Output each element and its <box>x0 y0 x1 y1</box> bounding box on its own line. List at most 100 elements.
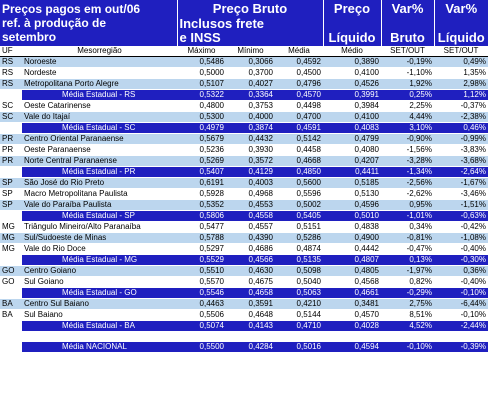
min-cell: 0,3753 <box>226 100 275 112</box>
col-maximo: Máximo <box>177 46 226 57</box>
var-liquido-cell: 1,12% <box>434 89 488 101</box>
var-liquido-cell: 0,36% <box>434 265 488 277</box>
liquido-cell: 0,4568 <box>323 276 381 288</box>
avg-cell: 0,4850 <box>275 166 323 178</box>
table-row: MG Sul/Sudoeste de Minas 0,5788 0,4390 0,528… <box>0 232 488 244</box>
min-cell: 0,4143 <box>226 320 275 332</box>
min-cell: 0,4003 <box>226 177 275 189</box>
max-cell: 0,5570 <box>177 276 226 288</box>
national-average-row: Média NACIONAL 0,5500 0,4284 0,5016 0,45… <box>0 342 488 353</box>
liquido-cell: 0,3890 <box>323 56 381 68</box>
col-media: Média <box>275 46 323 57</box>
var-bruto-cell: -1,10% <box>381 67 434 79</box>
national-avg: 0,5016 <box>275 342 323 353</box>
max-cell: 0,5928 <box>177 188 226 200</box>
header-bruto-line3: e INSS <box>176 31 323 46</box>
col-medio: Médio <box>323 46 381 57</box>
liquido-cell: 0,4411 <box>323 166 381 178</box>
col-uf: UF <box>0 46 22 57</box>
mesorregiao-cell: Sul/Sudoeste de Minas <box>22 232 177 244</box>
liquido-cell: 0,4100 <box>323 111 381 123</box>
header-bruto-line1: Preço Bruto <box>176 0 323 17</box>
uf-cell <box>0 89 22 101</box>
table-row: MG Triângulo Mineiro/Alto Paranaíba 0,5477… <box>0 221 488 233</box>
avg-cell: 0,5144 <box>275 309 323 321</box>
table-row: MG Vale do Rio Doce 0,5297 0,4686 0,4874 0,44… <box>0 243 488 255</box>
liquido-cell: 0,3984 <box>323 100 381 112</box>
var-bruto-cell: -0,81% <box>381 232 434 244</box>
avg-cell: 0,4570 <box>275 89 323 101</box>
mesorregiao-cell: Centro Sul Baiano <box>22 298 177 310</box>
table-row: SP São José do Rio Preto 0,6191 0,4003 0,560… <box>0 177 488 189</box>
max-cell: 0,4463 <box>177 298 226 310</box>
min-cell: 0,4675 <box>226 276 275 288</box>
table-row: GO Sul Goiano 0,5570 0,4675 0,5040 0,4568 0,82… <box>0 276 488 288</box>
state-average-row: Média Estadual - PR 0,5407 0,4129 0,4850 0,4… <box>0 166 488 178</box>
max-cell: 0,5297 <box>177 243 226 255</box>
avg-cell: 0,5063 <box>275 287 323 299</box>
max-cell: 0,5000 <box>177 67 226 79</box>
avg-cell: 0,5098 <box>275 265 323 277</box>
table-row: SP Vale do Paraíba Paulista 0,5352 0,4553 0,… <box>0 199 488 211</box>
var-liquido-cell: -2,44% <box>434 320 488 332</box>
header-title-line3: setembro <box>2 31 57 44</box>
uf-cell: PR <box>0 133 22 145</box>
liquido-cell: 0,5185 <box>323 177 381 189</box>
var-liquido-cell: -1,67% <box>434 177 488 189</box>
var-bruto-cell: 3,10% <box>381 122 434 134</box>
uf-cell <box>0 210 22 222</box>
var-bruto-cell: -0,47% <box>381 243 434 255</box>
header-bruto-line2: Inclusos frete <box>176 17 323 31</box>
header-title-line1: Preços pagos em out/06 <box>2 2 141 16</box>
uf-cell <box>0 166 22 178</box>
avg-cell: 0,4668 <box>275 155 323 167</box>
uf-cell: GO <box>0 276 22 288</box>
max-cell: 0,6191 <box>177 177 226 189</box>
min-cell: 0,4648 <box>226 309 275 321</box>
uf-cell: SC <box>0 111 22 123</box>
liquido-cell: 0,4100 <box>323 67 381 79</box>
var-liquido-cell: -0,10% <box>434 309 488 321</box>
min-cell: 0,4630 <box>226 265 275 277</box>
min-cell: 0,3572 <box>226 155 275 167</box>
uf-cell: GO <box>0 265 22 277</box>
national-max: 0,5500 <box>177 342 226 353</box>
avg-cell: 0,4498 <box>275 100 323 112</box>
var-liquido-cell: -0,10% <box>434 287 488 299</box>
avg-cell: 0,4591 <box>275 122 323 134</box>
national-label: Média NACIONAL <box>22 342 177 353</box>
mesorregiao-cell: São José do Rio Preto <box>22 177 177 189</box>
national-var-bruto: -0,10% <box>381 342 434 353</box>
liquido-cell: 0,4080 <box>323 144 381 156</box>
max-cell: 0,5486 <box>177 56 226 68</box>
price-table-container: Preços pagos em out/06 Preço Bruto Preço… <box>0 0 488 353</box>
var-bruto-cell: 0,13% <box>381 254 434 266</box>
max-cell: 0,4800 <box>177 100 226 112</box>
mesorregiao-cell: Média Estadual - SC <box>22 122 177 134</box>
var-liquido-cell: -2,64% <box>434 166 488 178</box>
max-cell: 0,5546 <box>177 287 226 299</box>
mesorregiao-cell: Vale do Paraíba Paulista <box>22 199 177 211</box>
uf-cell: RS <box>0 78 22 90</box>
column-header-row: UF Mesorregião Máximo Mínimo Média Médio… <box>0 46 488 57</box>
max-cell: 0,5407 <box>177 166 226 178</box>
avg-cell: 0,5142 <box>275 133 323 145</box>
min-cell: 0,4000 <box>226 111 275 123</box>
min-cell: 0,3591 <box>226 298 275 310</box>
avg-cell: 0,4210 <box>275 298 323 310</box>
uf-cell <box>0 254 22 266</box>
avg-cell: 0,4592 <box>275 56 323 68</box>
table-row: PR Norte Central Paranaense 0,5269 0,3572 0,… <box>0 155 488 167</box>
avg-cell: 0,5002 <box>275 199 323 211</box>
avg-cell: 0,5405 <box>275 210 323 222</box>
avg-cell: 0,4874 <box>275 243 323 255</box>
mesorregiao-cell: Noroeste <box>22 56 177 68</box>
min-cell: 0,4027 <box>226 78 275 90</box>
mesorregiao-cell: Macro Metropolitana Paulista <box>22 188 177 200</box>
min-cell: 0,4553 <box>226 199 275 211</box>
avg-cell: 0,4458 <box>275 144 323 156</box>
var-bruto-cell: 2,25% <box>381 100 434 112</box>
national-var-liquido: -0,39% <box>434 342 488 353</box>
var-liquido-cell: -2,38% <box>434 111 488 123</box>
min-cell: 0,4558 <box>226 210 275 222</box>
